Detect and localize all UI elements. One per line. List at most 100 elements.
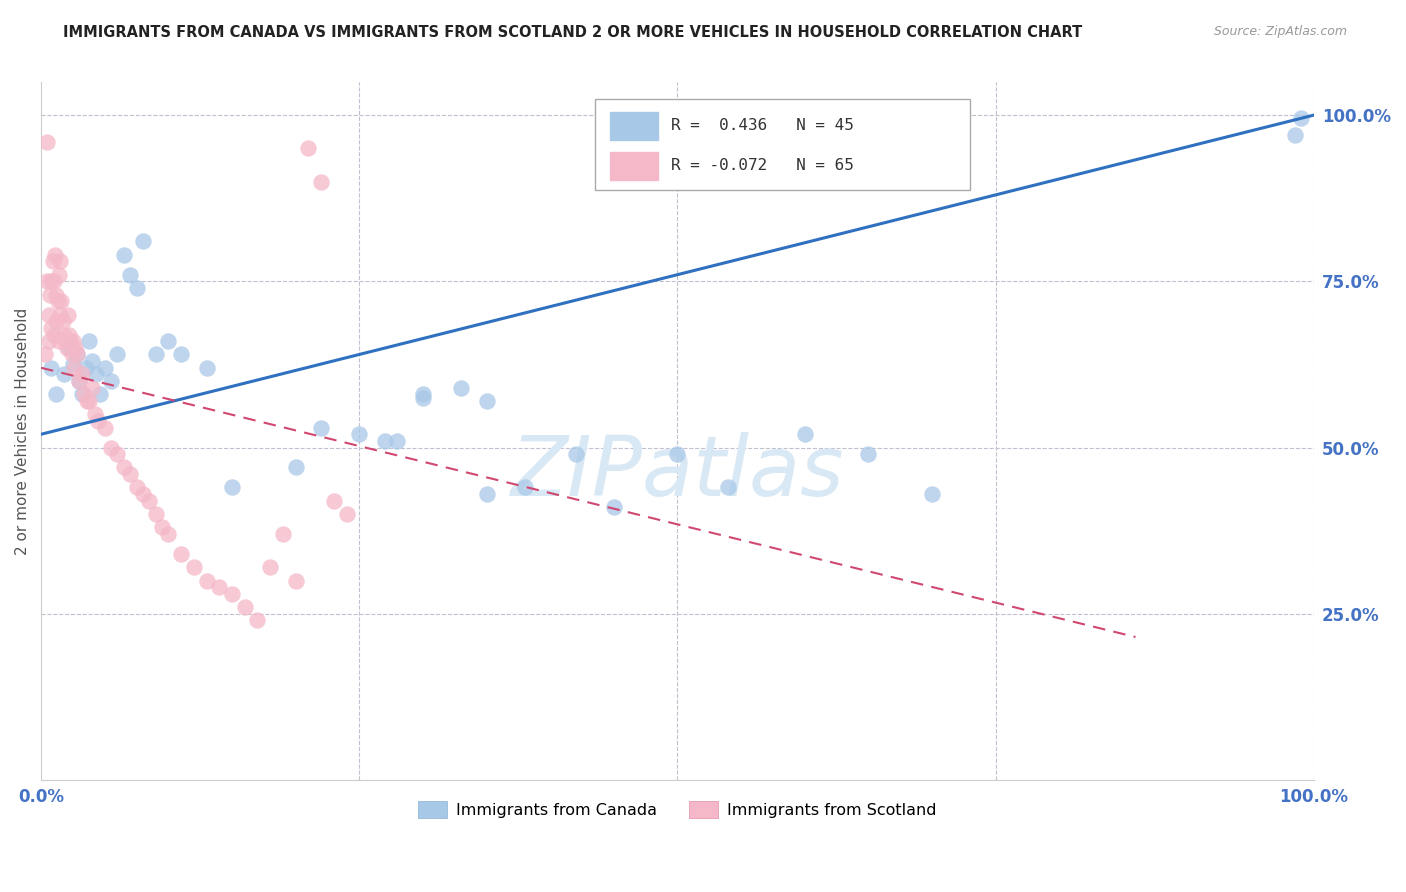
Point xyxy=(75,360,97,375)
Point xyxy=(39,321,62,335)
Point xyxy=(100,374,122,388)
Point xyxy=(53,327,76,342)
Point xyxy=(412,387,434,401)
Point xyxy=(39,360,62,375)
Point xyxy=(387,434,409,448)
Point xyxy=(112,248,135,262)
Point xyxy=(125,480,148,494)
Point xyxy=(42,274,65,288)
Point xyxy=(157,334,180,348)
Point xyxy=(107,347,129,361)
Point xyxy=(335,507,357,521)
Point xyxy=(49,254,72,268)
Point xyxy=(51,294,73,309)
Point xyxy=(170,347,193,361)
Point xyxy=(195,360,218,375)
Point xyxy=(87,414,110,428)
Point xyxy=(170,547,193,561)
Point xyxy=(112,460,135,475)
FancyBboxPatch shape xyxy=(595,99,970,190)
Point xyxy=(145,347,167,361)
Point xyxy=(39,287,62,301)
Point xyxy=(45,287,67,301)
Point xyxy=(58,341,80,355)
Point xyxy=(221,480,243,494)
Point xyxy=(65,341,87,355)
Point xyxy=(63,360,86,375)
Point xyxy=(666,447,689,461)
Point xyxy=(921,487,943,501)
Text: R = -0.072   N = 65: R = -0.072 N = 65 xyxy=(671,158,853,173)
Point xyxy=(89,387,111,401)
Point xyxy=(38,308,60,322)
Point xyxy=(221,587,243,601)
Point xyxy=(67,374,90,388)
Point xyxy=(322,493,344,508)
Point xyxy=(37,135,59,149)
Point xyxy=(120,467,142,482)
Point xyxy=(53,334,76,348)
Point xyxy=(62,358,84,372)
Point xyxy=(60,347,83,361)
Point xyxy=(284,460,307,475)
Point xyxy=(84,368,107,382)
Point xyxy=(349,427,371,442)
Point xyxy=(1289,112,1312,126)
Point xyxy=(45,314,67,328)
Point xyxy=(79,334,101,348)
Point xyxy=(1284,128,1306,142)
Point xyxy=(475,394,498,409)
Point xyxy=(195,574,218,588)
Text: R =  0.436   N = 45: R = 0.436 N = 45 xyxy=(671,118,853,133)
Point xyxy=(80,381,103,395)
Point xyxy=(83,407,105,421)
Point xyxy=(41,254,63,268)
Point xyxy=(42,327,65,342)
Point xyxy=(564,447,586,461)
Point xyxy=(412,391,434,405)
Point xyxy=(145,507,167,521)
Point xyxy=(38,334,60,348)
Point xyxy=(70,387,93,401)
Legend: Immigrants from Canada, Immigrants from Scotland: Immigrants from Canada, Immigrants from … xyxy=(412,795,943,824)
Point xyxy=(132,235,155,249)
Point xyxy=(55,341,77,355)
Point xyxy=(309,420,332,434)
Point xyxy=(157,527,180,541)
Point xyxy=(58,327,80,342)
Point xyxy=(93,360,115,375)
Text: IMMIGRANTS FROM CANADA VS IMMIGRANTS FROM SCOTLAND 2 OR MORE VEHICLES IN HOUSEHO: IMMIGRANTS FROM CANADA VS IMMIGRANTS FRO… xyxy=(63,25,1083,40)
Point xyxy=(66,347,89,361)
Point xyxy=(73,387,96,401)
Point xyxy=(70,368,93,382)
Point xyxy=(80,354,103,368)
Point xyxy=(93,420,115,434)
Point xyxy=(76,394,98,409)
FancyBboxPatch shape xyxy=(610,153,658,180)
Point xyxy=(475,487,498,501)
Point xyxy=(183,560,205,574)
Point xyxy=(793,427,815,442)
Point xyxy=(233,600,256,615)
Point xyxy=(246,614,269,628)
Point xyxy=(79,394,101,409)
Point xyxy=(67,374,90,388)
Point xyxy=(107,447,129,461)
Point xyxy=(46,294,69,309)
Point xyxy=(309,175,332,189)
Point xyxy=(59,334,82,348)
Point xyxy=(259,560,281,574)
Y-axis label: 2 or more Vehicles in Household: 2 or more Vehicles in Household xyxy=(15,308,30,555)
Text: Source: ZipAtlas.com: Source: ZipAtlas.com xyxy=(1213,25,1347,38)
Point xyxy=(297,141,319,155)
Point xyxy=(53,368,76,382)
Point xyxy=(450,381,472,395)
Point xyxy=(37,274,59,288)
Point xyxy=(100,441,122,455)
Point xyxy=(374,434,396,448)
Text: ZIPatlas: ZIPatlas xyxy=(510,433,844,513)
Point xyxy=(284,574,307,588)
Point xyxy=(39,274,62,288)
Point xyxy=(44,248,66,262)
Point xyxy=(62,334,84,348)
